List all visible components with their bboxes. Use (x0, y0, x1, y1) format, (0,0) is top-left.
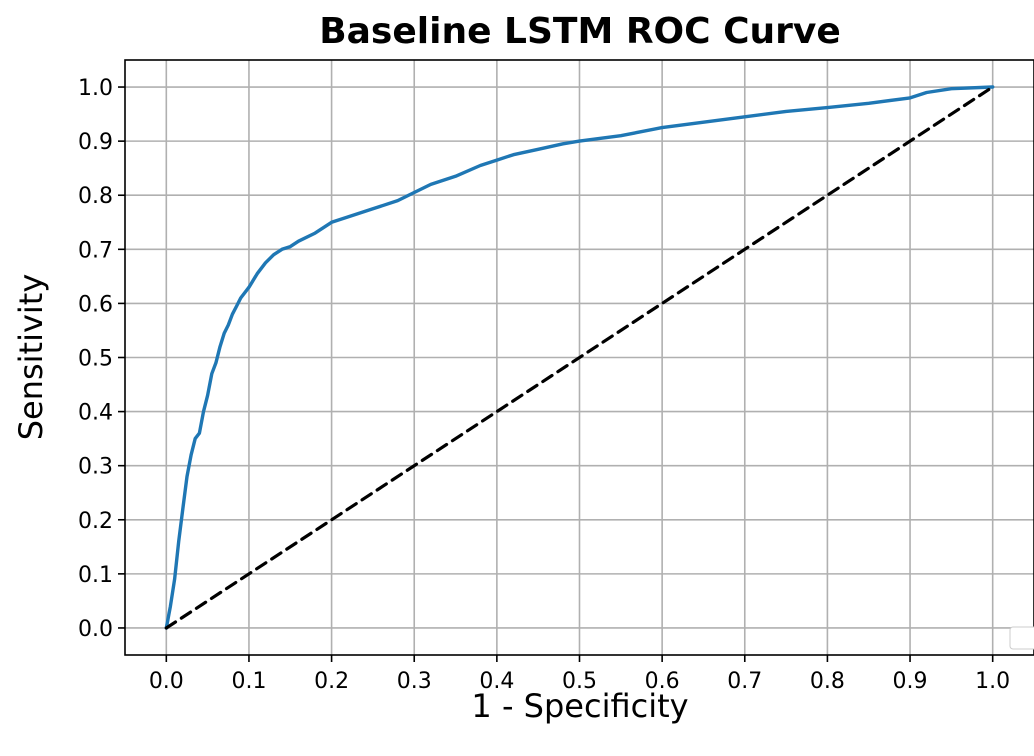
y-tick-label: 0.3 (78, 455, 113, 480)
y-tick-label: 0.0 (78, 617, 113, 642)
x-tick-label: 0.3 (397, 669, 432, 694)
legend-box (1009, 626, 1034, 650)
grid-lines (125, 60, 1034, 655)
series-layer (164, 85, 995, 630)
x-tick-label: 1.0 (975, 669, 1010, 694)
y-tick-label: 0.5 (78, 347, 113, 372)
y-tick-label: 0.1 (78, 563, 113, 588)
roc-curve-line (164, 85, 995, 630)
x-axis-label: 1 - Specificity (471, 687, 688, 725)
x-tick-label: 0.1 (231, 669, 266, 694)
y-tick-label: 0.9 (78, 130, 113, 155)
x-tick-label: 0.7 (727, 669, 762, 694)
x-tick-label: 0.8 (810, 669, 845, 694)
y-tick-label: 0.2 (78, 509, 113, 534)
x-tick-label: 0.2 (314, 669, 349, 694)
y-axis-label: Sensitivity (12, 274, 50, 441)
x-tick-label: 0.6 (645, 669, 680, 694)
y-tick-label: 1.0 (78, 76, 113, 101)
x-tick-label: 0.4 (479, 669, 514, 694)
chance-reference-line (164, 85, 995, 630)
axis-ticks: 0.0 0.1 0.2 0.3 0.4 0.5 0.6 0.7 0.8 0.9 1.0 0.0 0.1 0… (78, 76, 1010, 694)
y-tick-label: 0.8 (78, 184, 113, 209)
x-tick-label: 0.0 (149, 669, 184, 694)
x-tick-label: 0.9 (893, 669, 928, 694)
y-tick-label: 0.6 (78, 292, 113, 317)
chart-title: Baseline LSTM ROC Curve (319, 11, 841, 52)
y-tick-label: 0.4 (78, 401, 113, 426)
x-tick-label: 0.5 (562, 669, 597, 694)
y-tick-label: 0.7 (78, 238, 113, 263)
